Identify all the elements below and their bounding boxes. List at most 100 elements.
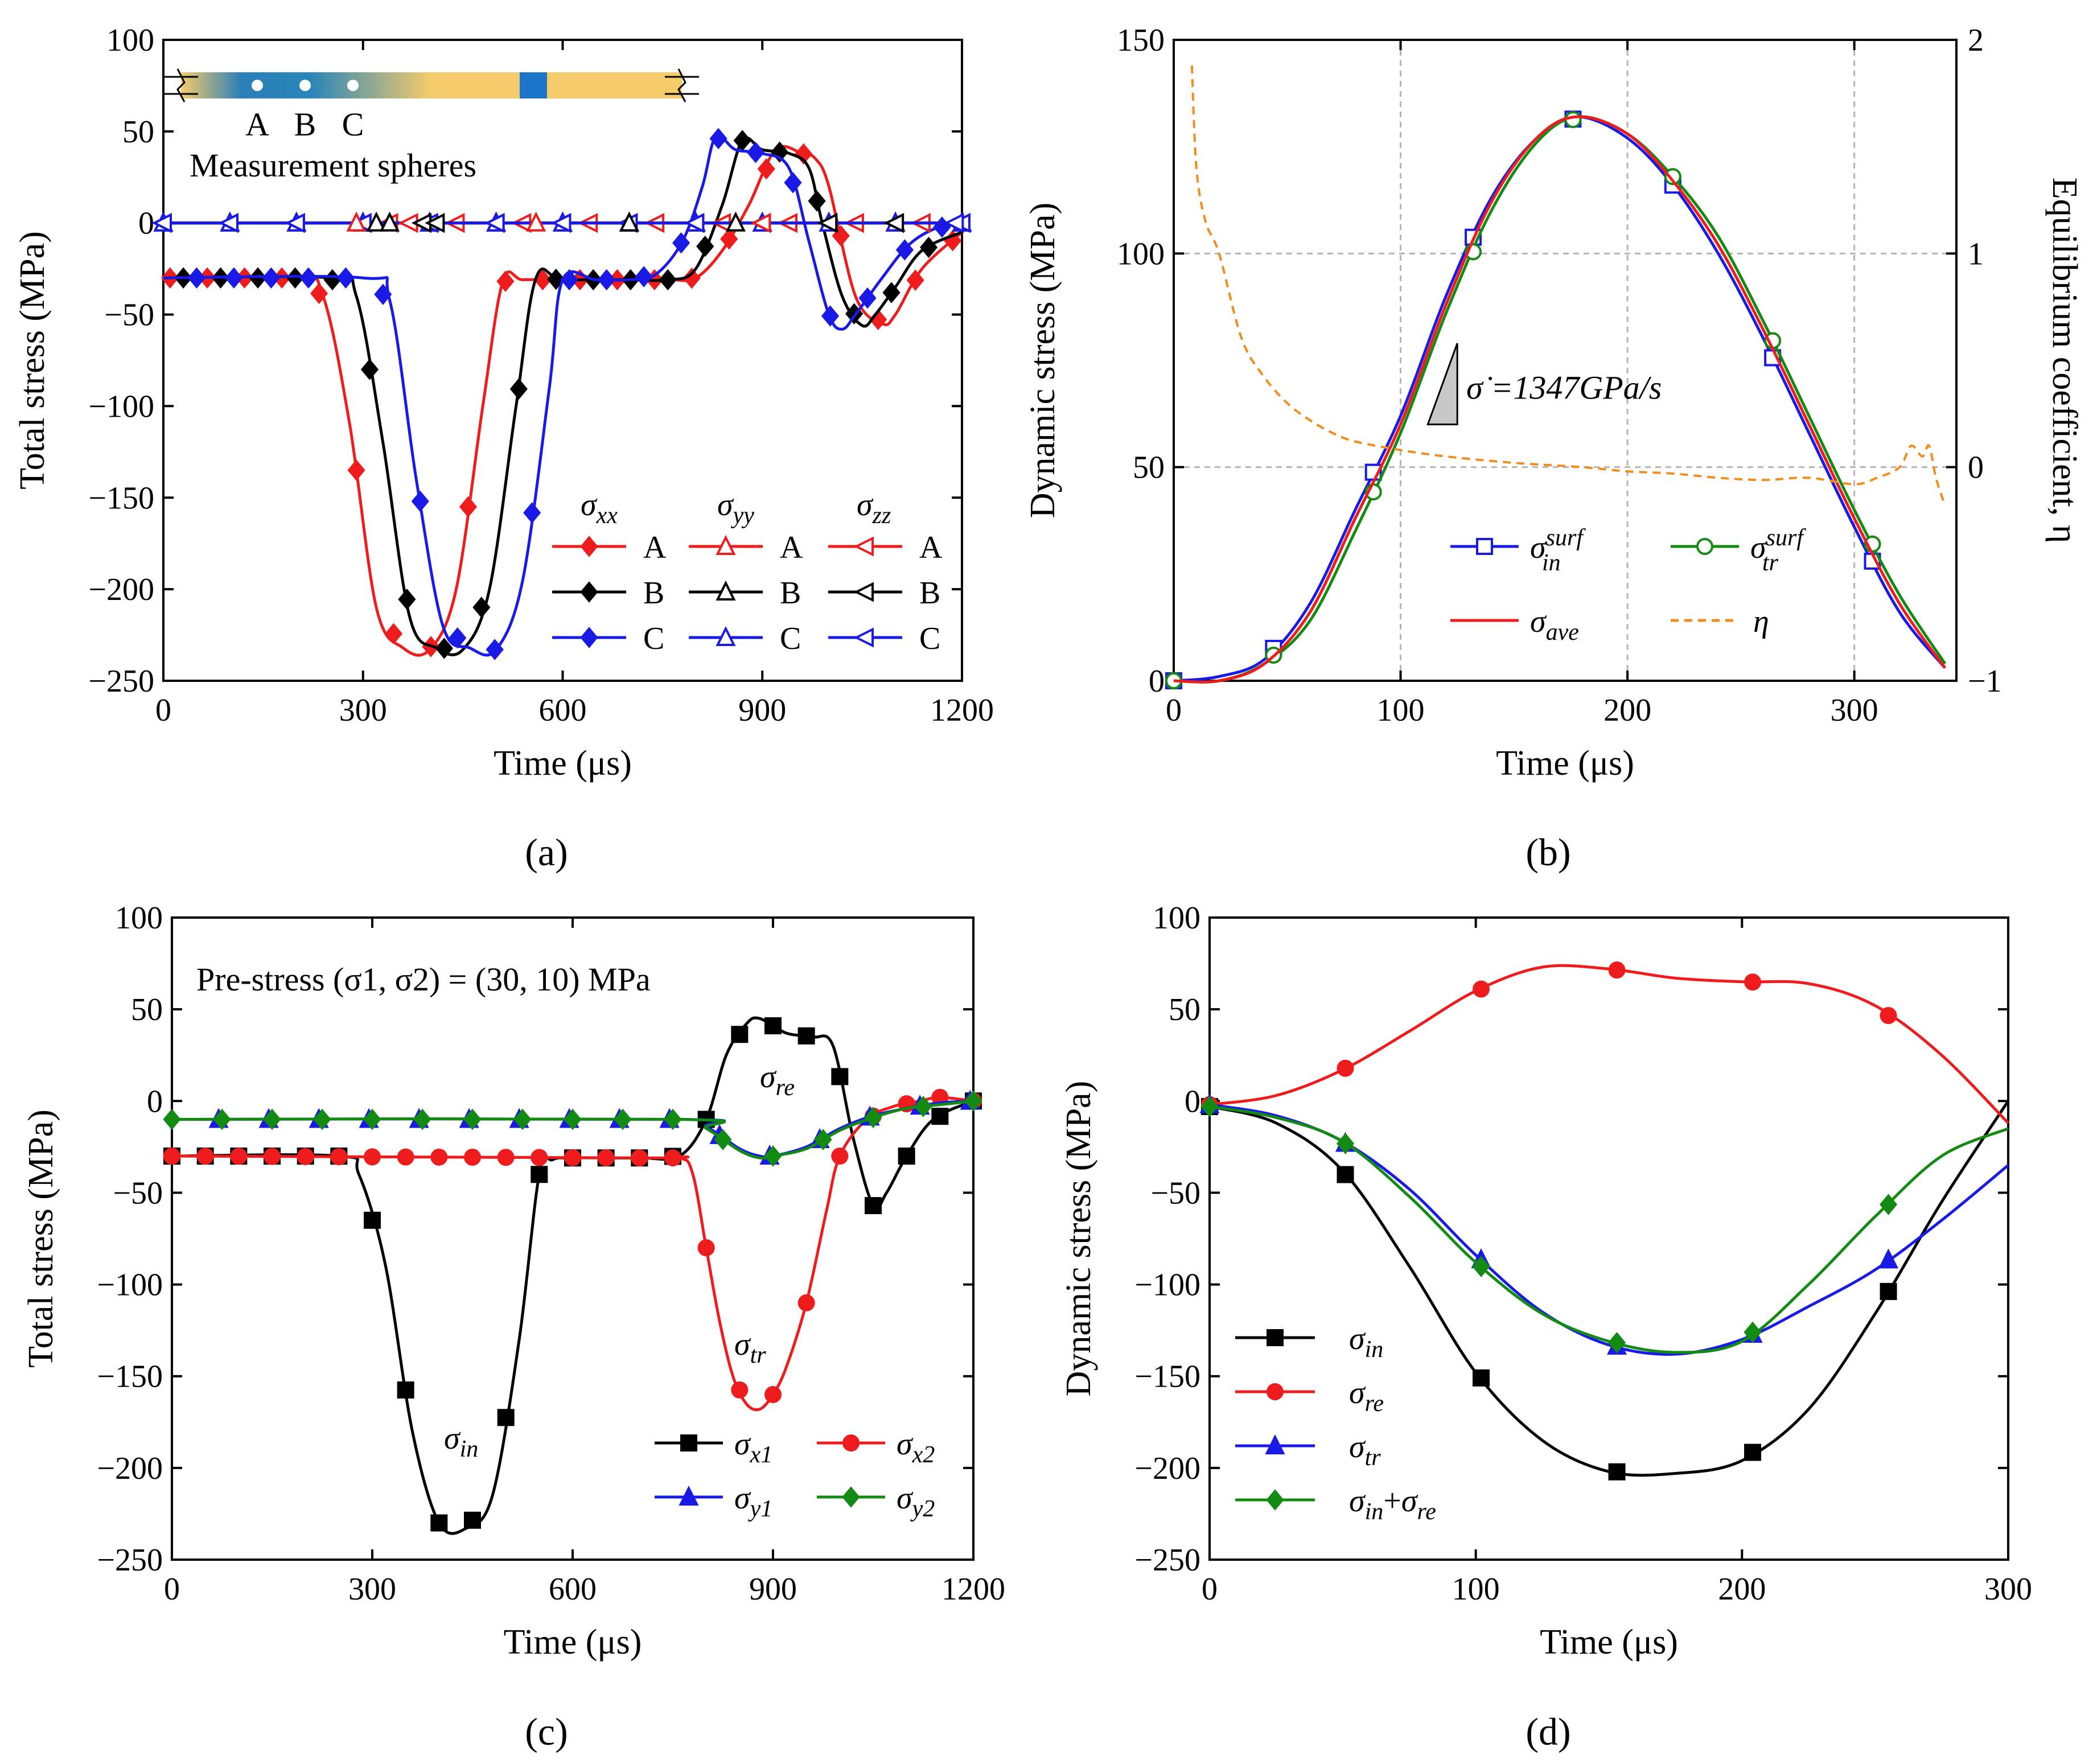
series-marker: [1608, 1463, 1626, 1481]
series-marker: [720, 228, 738, 250]
series-marker: [484, 213, 505, 233]
series-marker: [814, 1129, 832, 1150]
series-marker: [1473, 1369, 1490, 1387]
series-marker: [1744, 973, 1762, 991]
y-tick-label: −200: [1134, 1451, 1200, 1486]
series-marker: [1200, 1096, 1219, 1117]
series-marker: [463, 1108, 482, 1130]
legend-header: σxx: [581, 487, 618, 529]
series-line: [1190, 65, 1946, 506]
legend-label: σy2: [897, 1481, 935, 1522]
series-marker: [864, 1107, 882, 1129]
series-marker: [746, 142, 765, 163]
series-marker: [347, 459, 365, 481]
plot-frame: [1173, 39, 1958, 682]
legend-marker: [842, 1434, 860, 1452]
series-marker: [263, 1108, 281, 1130]
x-tick-label: 600: [539, 693, 587, 728]
measurement-sphere: [299, 80, 311, 91]
legend-marker: [679, 1485, 699, 1506]
series-marker: [764, 1017, 782, 1035]
x-tick-label: 100: [1377, 693, 1425, 728]
series-marker: [764, 1145, 782, 1167]
series-marker: [696, 236, 714, 257]
x-tick-label: 1200: [941, 1572, 1005, 1607]
series-marker: [411, 490, 429, 512]
series-line: [163, 134, 963, 657]
series-marker: [430, 1514, 448, 1532]
series-marker: [731, 1026, 749, 1043]
panel-label: (d): [1526, 1710, 1570, 1753]
legend-marker: [853, 582, 874, 602]
series-marker: [262, 267, 281, 289]
series-marker: [1879, 1194, 1898, 1215]
series-marker: [163, 1147, 180, 1165]
y-tick-label: −150: [97, 1359, 163, 1395]
legend-label: C: [780, 621, 801, 656]
y-tick-label: −250: [1134, 1543, 1200, 1578]
y-tick-label: 100: [106, 23, 154, 58]
sphere-label: A: [245, 106, 269, 143]
series-marker: [1337, 1166, 1354, 1183]
series-marker: [398, 589, 416, 610]
legend-marker: [1267, 1383, 1284, 1400]
series-marker: [564, 1108, 582, 1130]
sphere-label: C: [342, 106, 364, 143]
series-marker: [725, 211, 746, 232]
series-marker: [497, 1149, 515, 1166]
series-marker: [230, 1148, 248, 1165]
legend-label: σx1: [734, 1426, 772, 1468]
x-tick-label: 0: [164, 1572, 180, 1607]
chart-b: 0 100 200 300 0 50 100 150 Time (μs) Dynamic stre…: [1023, 23, 2084, 874]
inset-bar-block: [520, 72, 547, 98]
series-marker: [531, 1166, 548, 1183]
y-tick-label: −50: [113, 1175, 163, 1211]
y-tick-label: −50: [104, 298, 154, 333]
panel-label: (a): [525, 830, 568, 874]
prestress-annotation: Pre-stress (σ1, σ2) = (30, 10) MPa: [196, 961, 651, 998]
series-marker: [187, 267, 206, 289]
legend-label: σin+σre: [1349, 1483, 1436, 1525]
series-marker: [831, 1147, 849, 1165]
series-line: [1173, 115, 1947, 684]
chart-a: 0 300 600 900 1200 100 50 0 −50 −100 −150 −200 −250 T…: [13, 23, 994, 874]
series-marker: [664, 1149, 681, 1167]
series-marker: [914, 1096, 932, 1117]
series-marker: [757, 158, 775, 180]
series-marker: [898, 1147, 915, 1165]
series-marker: [1880, 1007, 1897, 1025]
y-tick-label: −100: [88, 389, 154, 424]
y-axis-label: Total stress (MPa): [13, 231, 52, 490]
series-marker: [435, 638, 453, 659]
inset-break-mark: [164, 68, 198, 102]
legend-marker: [680, 1434, 697, 1452]
legend-label: B: [780, 575, 801, 611]
inset-break-mark: [665, 68, 699, 102]
series-marker: [509, 378, 528, 400]
series-marker: [364, 1211, 381, 1229]
measurement-sphere: [347, 80, 359, 91]
y-tick-label: −100: [1134, 1268, 1200, 1303]
legend-marker: [580, 581, 598, 603]
series-marker: [832, 225, 850, 246]
series-marker: [631, 1149, 648, 1167]
series-marker: [619, 211, 639, 232]
series-marker: [598, 269, 616, 291]
y-tick-label: 50: [1169, 992, 1200, 1027]
series-marker: [865, 1196, 882, 1214]
measurement-sphere: [252, 80, 263, 91]
series-line: [1173, 115, 1947, 684]
legend-label: C: [919, 621, 940, 656]
x-axis-label: Time (μs): [1540, 1623, 1678, 1662]
legend-label: σin: [1349, 1321, 1383, 1363]
y-tick-label: −100: [97, 1268, 163, 1303]
series-marker: [523, 502, 541, 524]
series-marker: [733, 130, 751, 151]
series-marker: [919, 236, 938, 258]
series-marker: [472, 597, 491, 618]
y-tick-label: 50: [1133, 450, 1165, 486]
series-marker: [1336, 1133, 1355, 1154]
series-marker: [817, 213, 838, 233]
y-right-tick-label: 1: [1968, 236, 1984, 272]
legend-label: η: [1753, 604, 1769, 639]
